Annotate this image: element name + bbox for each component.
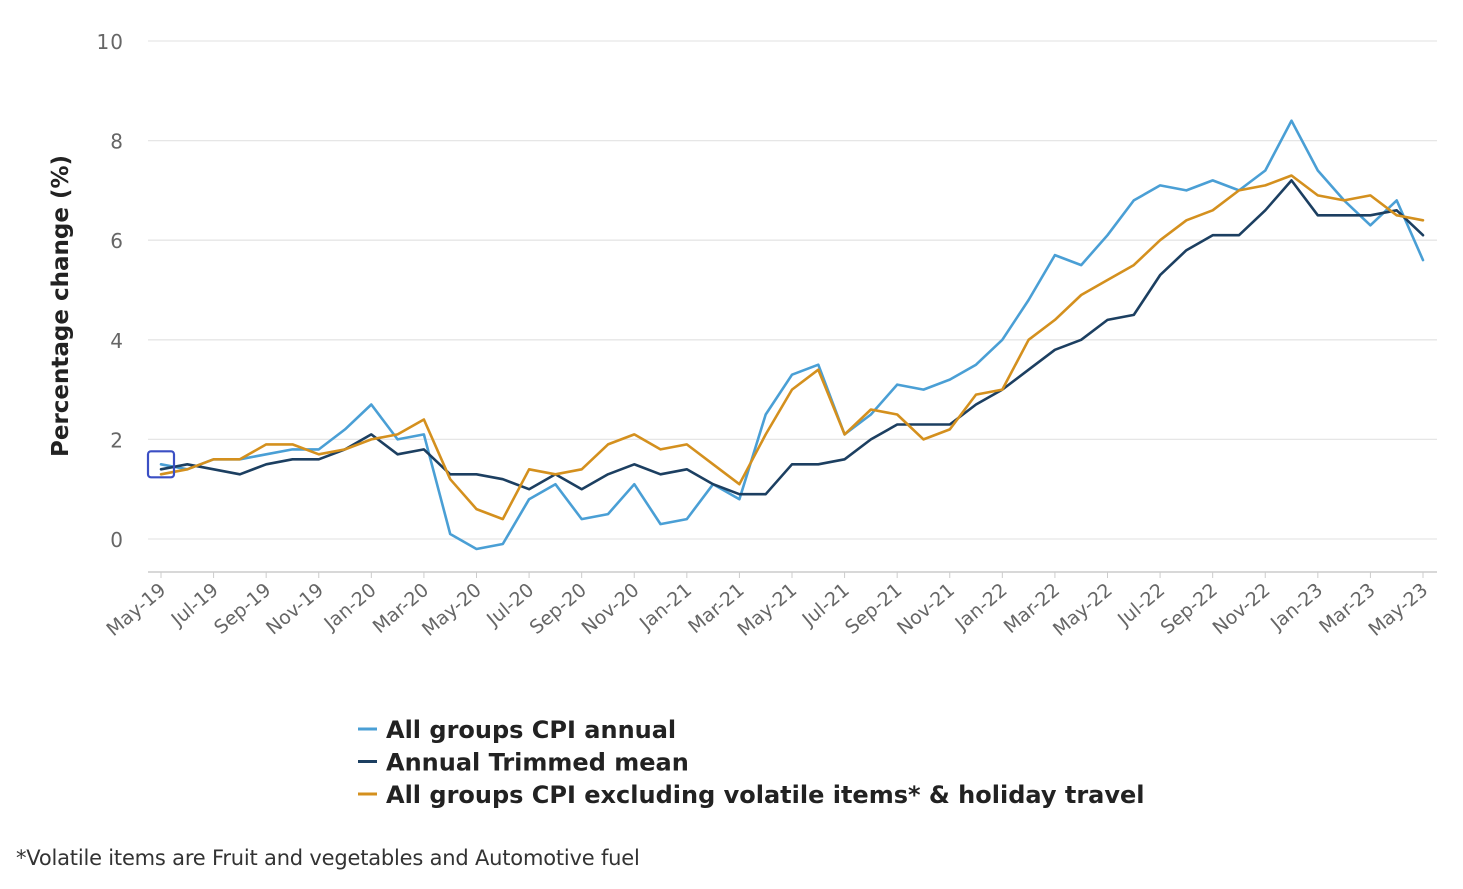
x-tick-label: Jan-23 [1266, 579, 1327, 635]
x-tick-label: Nov-19 [262, 579, 328, 639]
y-tick-label: 0 [110, 528, 124, 552]
x-tick-label: May-21 [733, 579, 801, 641]
x-tick-label: May-19 [102, 579, 170, 641]
x-tick-label: Sep-19 [210, 579, 275, 639]
series-line-0[interactable] [159, 119, 1425, 551]
x-tick-label: Sep-20 [526, 579, 591, 639]
legend-label-1[interactable]: Annual Trimmed mean [386, 749, 689, 777]
hover-highlight-box[interactable] [146, 450, 176, 479]
y-tick-label: 2 [110, 428, 124, 452]
cpi-line-chart: 0246810May-19Jul-19Sep-19Nov-19Jan-20Mar… [48, 30, 1437, 809]
legend: All groups CPI annual Annual Trimmed mean… [358, 716, 1145, 809]
markers [146, 450, 176, 479]
x-tick-label: Jan-21 [635, 579, 696, 635]
axes: 0246810May-19Jul-19Sep-19Nov-19Jan-20Mar… [48, 30, 1437, 641]
x-tick-label: May-20 [418, 579, 486, 641]
y-tick-label: 6 [110, 229, 124, 253]
footnote: *Volatile items are Fruit and vegetables… [16, 846, 640, 870]
y-tick-label: 4 [110, 329, 124, 353]
series-lines [159, 119, 1425, 551]
legend-label-0[interactable]: All groups CPI annual [386, 716, 676, 744]
x-tick-label: Jan-20 [319, 579, 380, 635]
x-tick-label: May-23 [1364, 579, 1432, 641]
x-tick-label: Nov-22 [1209, 579, 1275, 639]
x-tick-label: Sep-22 [1157, 579, 1222, 639]
y-tick-label: 10 [97, 30, 124, 54]
y-tick-label: 8 [110, 130, 124, 154]
series-line-2[interactable] [159, 174, 1425, 521]
x-tick-label: Sep-21 [841, 579, 906, 639]
y-axis-title: Percentage change (%) [48, 155, 74, 457]
legend-label-2[interactable]: All groups CPI excluding volatile items*… [386, 781, 1145, 809]
x-tick-label: Nov-20 [578, 579, 644, 639]
series-line-1[interactable] [159, 179, 1425, 496]
x-tick-label: May-22 [1049, 579, 1117, 641]
x-tick-label: Nov-21 [893, 579, 959, 639]
x-tick-label: Jan-22 [950, 579, 1011, 635]
